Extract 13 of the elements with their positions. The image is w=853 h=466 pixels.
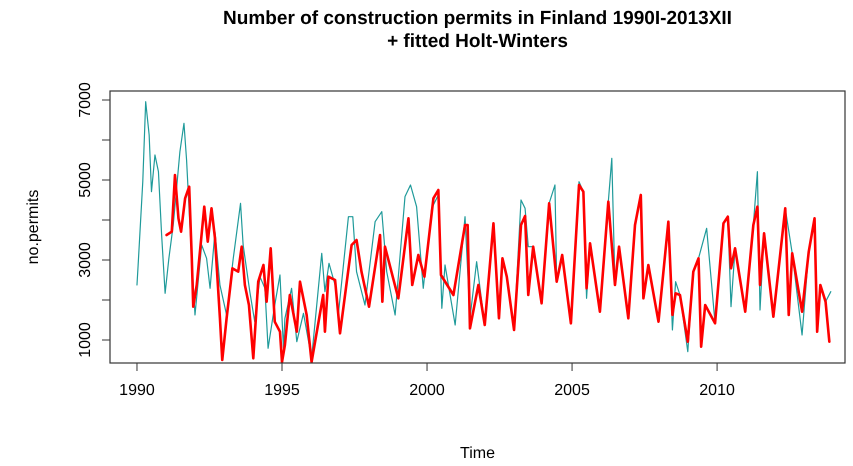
x-tick-label: 2000 <box>409 382 445 399</box>
x-tick-label: 2005 <box>554 382 590 399</box>
x-axis-title: Time <box>460 445 496 462</box>
x-tick-label: 1995 <box>264 382 300 399</box>
line-series <box>165 174 831 364</box>
x-tick-label: 2010 <box>699 382 735 399</box>
y-tick-label: 3000 <box>77 242 94 278</box>
y-tick-label: 5000 <box>77 162 94 198</box>
y-tick-label: 1000 <box>77 322 94 358</box>
y-tick-label: 7000 <box>77 82 94 118</box>
y-axis-title: no.permits <box>25 190 42 264</box>
chart-title: Number of construction permits in Finland 1990I-2013XII + fitted Holt-Winters <box>223 8 732 52</box>
x-tick-label: 1990 <box>119 382 155 399</box>
